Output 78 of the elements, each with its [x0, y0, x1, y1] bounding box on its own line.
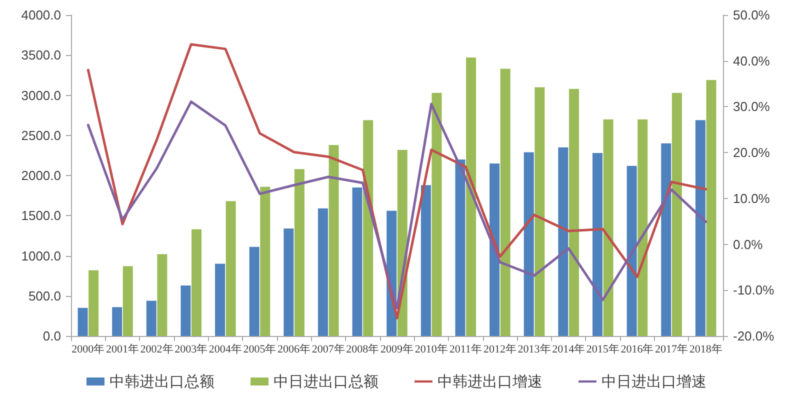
x-tick-label: 2002年 — [140, 344, 174, 356]
bar — [432, 92, 442, 336]
bar — [180, 285, 191, 336]
bar — [363, 120, 374, 336]
y-tick-label: 0.0 — [42, 328, 61, 344]
x-tick-label: 2006年 — [278, 344, 311, 356]
bar — [534, 87, 545, 336]
x-tick-label: 2013年 — [518, 344, 551, 356]
y2-tick-label: 40.0% — [733, 53, 770, 68]
bar — [592, 153, 602, 336]
x-tick-label: 2011年 — [449, 344, 482, 356]
x-tick-label: 2016年 — [620, 344, 654, 356]
x-tick-label: 2012年 — [483, 344, 516, 356]
line-series — [86, 100, 708, 310]
y2-tick-label: 50.0% — [733, 8, 770, 22]
bar — [638, 119, 648, 336]
bar — [284, 228, 294, 336]
bar — [706, 80, 716, 336]
bar — [466, 58, 476, 336]
bar — [695, 120, 706, 336]
y-tick-label: 1000.0 — [21, 248, 61, 264]
bar — [568, 88, 579, 336]
x-tick-label: 2007年 — [312, 344, 345, 356]
y2-tick-label: 0.0% — [733, 236, 764, 252]
bar — [524, 152, 534, 336]
bar — [558, 147, 568, 336]
bar — [260, 186, 270, 336]
y-tick-label: 500.0 — [28, 288, 61, 304]
bar — [328, 145, 339, 336]
y-tick-label: 3500.0 — [21, 48, 61, 63]
bar — [626, 166, 637, 336]
x-tick-label: 2010年 — [414, 344, 448, 356]
bar — [455, 159, 466, 336]
bar — [490, 163, 500, 336]
legend-label: 中韩进出口增速 — [438, 372, 542, 390]
bar — [672, 92, 682, 336]
bar — [420, 185, 431, 336]
bar — [249, 246, 260, 336]
legend-label: 中韩进出口总额 — [110, 372, 214, 390]
bar — [661, 143, 672, 336]
y2-tick-label: 30.0% — [733, 99, 770, 114]
bar — [122, 266, 133, 336]
bar — [226, 201, 236, 336]
y2-tick-label: -10.0% — [733, 282, 775, 298]
y2-tick-label: 20.0% — [733, 145, 770, 160]
x-tick-label: 2004年 — [208, 344, 242, 356]
bar — [192, 229, 202, 336]
y-tick-label: 4000.0 — [21, 8, 61, 22]
bar — [603, 119, 614, 336]
y2-tick-label: -20.0% — [733, 328, 775, 344]
bar — [146, 300, 156, 336]
y-tick-label: 3000.0 — [21, 88, 61, 103]
bar — [88, 270, 99, 336]
x-tick-label: 2005年 — [243, 344, 276, 356]
legend-label: 中日进出口增速 — [602, 372, 706, 390]
bar — [78, 308, 88, 336]
bar — [500, 68, 510, 336]
x-tick-label: 2018年 — [689, 344, 722, 356]
y2-tick-label: 10.0% — [733, 190, 770, 206]
bar — [215, 264, 226, 336]
x-tick-label: 2015年 — [586, 344, 620, 356]
bar — [157, 254, 168, 336]
bar — [352, 188, 362, 336]
y-tick-label: 1500.0 — [21, 208, 61, 224]
x-tick-label: 2017年 — [655, 344, 688, 356]
legend-label: 中日进出口总额 — [274, 372, 378, 390]
x-tick-label: 2003年 — [174, 344, 208, 356]
y-tick-label: 2500.0 — [21, 128, 61, 143]
line-series — [86, 43, 708, 320]
bar — [318, 208, 328, 336]
x-tick-label: 2000年 — [72, 344, 105, 356]
x-tick-label: 2014年 — [552, 344, 586, 356]
x-tick-label: 2001年 — [106, 344, 139, 356]
bar — [294, 169, 304, 336]
x-tick-label: 2009年 — [380, 344, 414, 356]
x-tick-label: 2008年 — [346, 344, 380, 356]
y-tick-label: 2000.0 — [21, 168, 61, 183]
bar — [112, 307, 122, 336]
